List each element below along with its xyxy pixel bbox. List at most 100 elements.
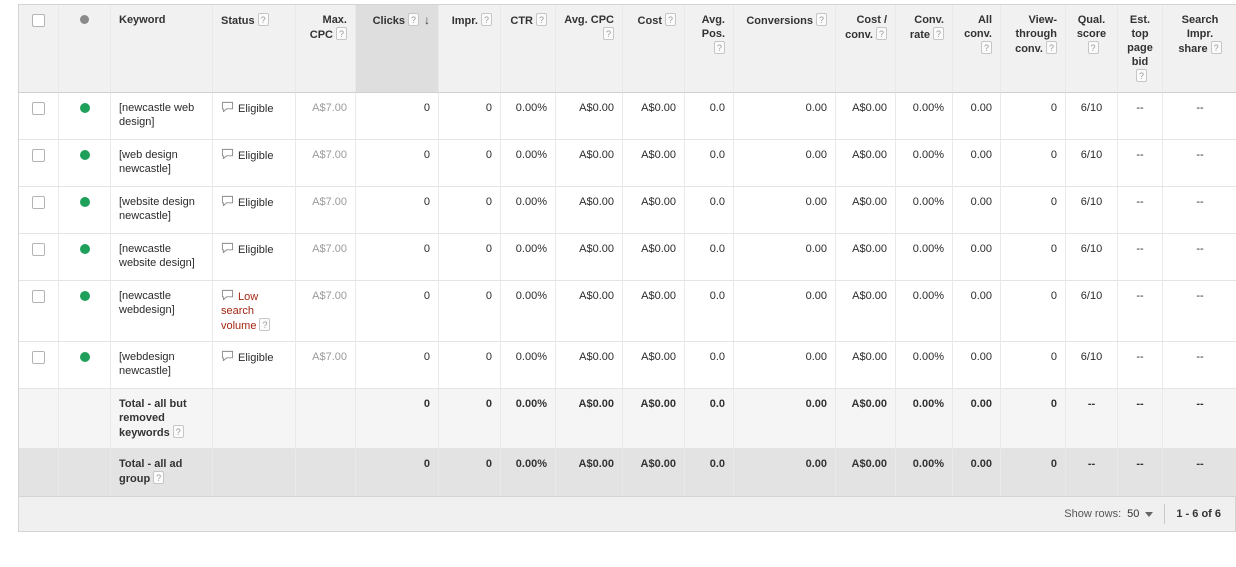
- cell-keyword[interactable]: [newcastle website design]: [111, 234, 213, 281]
- cell-cost_conv: A$0.00: [836, 342, 896, 389]
- cell-avg_cpc: A$0.00: [556, 389, 623, 449]
- keyword-row: [newcastle website design] Eligible A$7.00…: [19, 234, 1236, 281]
- cell-checkbox: [19, 140, 59, 187]
- help-icon-conv_rate[interactable]: ?: [933, 27, 944, 40]
- cell-impr: 0: [439, 342, 501, 389]
- help-icon-view_through[interactable]: ?: [1046, 41, 1057, 54]
- select-all-checkbox[interactable]: [32, 14, 45, 27]
- help-icon-cost[interactable]: ?: [665, 13, 676, 26]
- help-icon-clicks[interactable]: ?: [408, 13, 419, 26]
- help-icon-conversions[interactable]: ?: [816, 13, 827, 26]
- cell-clicks: 0: [356, 389, 439, 449]
- col-header-clicks[interactable]: Clicks? ↓: [356, 5, 439, 93]
- row-checkbox[interactable]: [32, 290, 45, 303]
- keyword-status-dot-icon[interactable]: [79, 103, 90, 113]
- cell-conv_rate: 0.00%: [896, 342, 953, 389]
- row-checkbox[interactable]: [32, 243, 45, 256]
- cell-status: [213, 449, 296, 496]
- cell-keyword[interactable]: [webdesign newcastle]: [111, 342, 213, 389]
- cell-conversions: 0.00: [734, 342, 836, 389]
- col-header-cost[interactable]: Cost?: [623, 5, 685, 93]
- help-icon-avg_pos[interactable]: ?: [714, 41, 725, 54]
- total-label: Total - all but removed keywords: [119, 398, 187, 439]
- cell-ctr: 0.00%: [501, 140, 556, 187]
- cell-qual_score: 6/10: [1066, 234, 1118, 281]
- cell-est_top_bid: --: [1118, 93, 1163, 140]
- help-icon-status[interactable]: ?: [257, 13, 269, 26]
- cell-ctr: 0.00%: [501, 187, 556, 234]
- col-header-conv_rate[interactable]: Conv. rate?: [896, 5, 953, 93]
- help-icon-ctr[interactable]: ?: [536, 13, 547, 26]
- col-header-search_impr[interactable]: Search Impr. share?: [1163, 5, 1236, 93]
- cell-cost: A$0.00: [623, 449, 685, 496]
- cell-keyword[interactable]: [web design newcastle]: [111, 140, 213, 187]
- col-header-ctr[interactable]: CTR?: [501, 5, 556, 93]
- cell-max_cpc[interactable]: A$7.00: [296, 140, 356, 187]
- cell-qual_score: 6/10: [1066, 281, 1118, 342]
- cell-status_dot: [59, 93, 111, 140]
- cell-status_dot: [59, 342, 111, 389]
- col-header-status[interactable]: Status?: [213, 5, 296, 93]
- cell-conversions: 0.00: [734, 449, 836, 496]
- help-icon-est_top_bid[interactable]: ?: [1136, 69, 1147, 82]
- cell-view_through: 0: [1001, 342, 1066, 389]
- help-icon-impr[interactable]: ?: [481, 13, 492, 26]
- help-icon-qual_score[interactable]: ?: [1087, 41, 1099, 54]
- cell-cost: A$0.00: [623, 187, 685, 234]
- help-icon-total[interactable]: ?: [153, 471, 165, 484]
- help-icon-max_cpc[interactable]: ?: [336, 27, 347, 40]
- cell-conv_rate: 0.00%: [896, 281, 953, 342]
- col-header-view_through[interactable]: View-through conv.?: [1001, 5, 1066, 93]
- speech-bubble-icon: [221, 242, 234, 254]
- help-icon-status-value[interactable]: ?: [259, 318, 271, 331]
- cell-max_cpc[interactable]: A$7.00: [296, 93, 356, 140]
- col-header-cost_conv[interactable]: Cost / conv.?: [836, 5, 896, 93]
- row-checkbox[interactable]: [32, 102, 45, 115]
- cell-max_cpc[interactable]: A$7.00: [296, 281, 356, 342]
- col-header-keyword[interactable]: Keyword: [111, 5, 213, 93]
- help-icon-search_impr[interactable]: ?: [1210, 41, 1222, 54]
- cell-checkbox: [19, 342, 59, 389]
- status-text: Eligible: [238, 244, 274, 256]
- keyword-row: [webdesign newcastle] Eligible A$7.00 0 0 0.0…: [19, 342, 1236, 389]
- row-checkbox[interactable]: [32, 196, 45, 209]
- max-cpc-value: A$7.00: [312, 351, 347, 363]
- col-header-all_conv[interactable]: All conv.?: [953, 5, 1001, 93]
- col-header-conversions[interactable]: Conversions?: [734, 5, 836, 93]
- cell-keyword[interactable]: [website design newcastle]: [111, 187, 213, 234]
- cell-impr: 0: [439, 187, 501, 234]
- row-checkbox[interactable]: [32, 351, 45, 364]
- cell-avg_cpc: A$0.00: [556, 234, 623, 281]
- cell-conversions: 0.00: [734, 234, 836, 281]
- cell-checkbox: [19, 281, 59, 342]
- help-icon-total[interactable]: ?: [172, 425, 184, 438]
- show-rows-dropdown[interactable]: 50: [1127, 508, 1154, 520]
- cell-clicks: 0: [356, 187, 439, 234]
- col-header-impr[interactable]: Impr.?: [439, 5, 501, 93]
- col-header-qual_score[interactable]: Qual. score?: [1066, 5, 1118, 93]
- col-header-avg_cpc[interactable]: Avg. CPC?: [556, 5, 623, 93]
- help-icon-cost_conv[interactable]: ?: [876, 27, 887, 40]
- cell-keyword[interactable]: [newcastle webdesign]: [111, 281, 213, 342]
- cell-max_cpc[interactable]: A$7.00: [296, 234, 356, 281]
- cell-max_cpc: [296, 449, 356, 496]
- status-text: Eligible: [238, 197, 274, 209]
- keyword-status-dot-icon[interactable]: [79, 291, 90, 301]
- col-header-avg_pos[interactable]: Avg. Pos.?: [685, 5, 734, 93]
- col-header-max_cpc[interactable]: Max. CPC?: [296, 5, 356, 93]
- speech-bubble-icon: [221, 148, 234, 160]
- keyword-status-dot-icon[interactable]: [79, 150, 90, 160]
- keyword-status-dot-icon[interactable]: [79, 352, 90, 362]
- cell-max_cpc[interactable]: A$7.00: [296, 187, 356, 234]
- keyword-status-dot-icon[interactable]: [79, 197, 90, 207]
- row-checkbox[interactable]: [32, 149, 45, 162]
- keyword-status-dot-icon[interactable]: [79, 244, 90, 254]
- cell-max_cpc[interactable]: A$7.00: [296, 342, 356, 389]
- col-header-label: Cost / conv.: [845, 14, 887, 41]
- cell-cost_conv: A$0.00: [836, 187, 896, 234]
- col-header-est_top_bid[interactable]: Est. top page bid?: [1118, 5, 1163, 93]
- help-icon-all_conv[interactable]: ?: [981, 41, 992, 54]
- help-icon-avg_cpc[interactable]: ?: [603, 27, 614, 40]
- cell-keyword[interactable]: [newcastle web design]: [111, 93, 213, 140]
- col-header-label: Status: [221, 15, 255, 27]
